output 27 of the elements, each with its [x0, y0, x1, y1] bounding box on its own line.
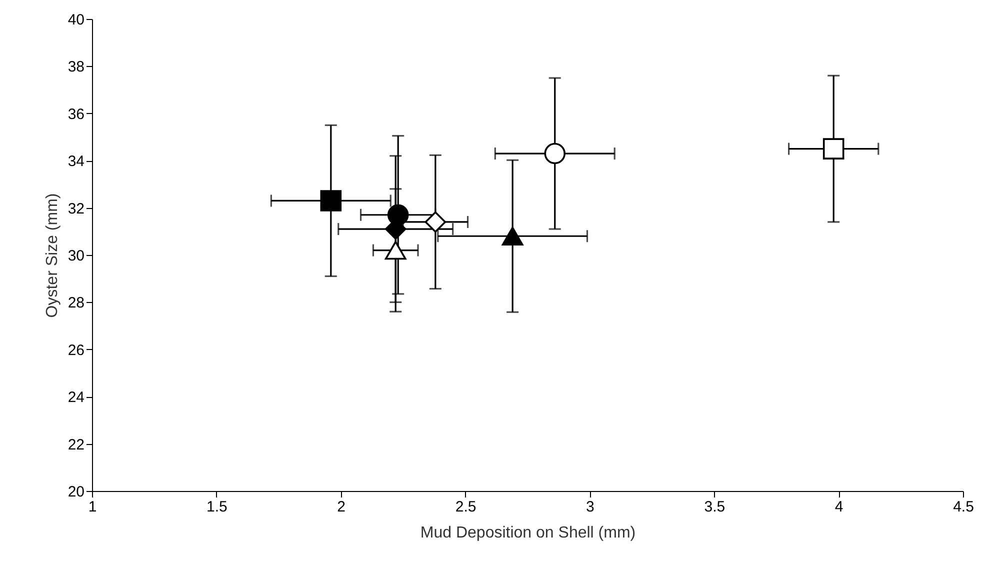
y-tick-label: 28: [68, 294, 84, 312]
point: [502, 226, 524, 246]
y-tick-label: 36: [68, 106, 84, 123]
y-tick-label: 22: [68, 436, 84, 454]
y-axis-title: Oyster Size (mm): [44, 193, 61, 318]
y-tick-label: 38: [68, 58, 84, 76]
point: [424, 211, 446, 233]
point: [822, 138, 844, 160]
y-tick-label: 34: [68, 153, 84, 170]
y-tick-label: 24: [68, 389, 84, 406]
point: [384, 240, 406, 260]
y-tick-label: 20: [68, 484, 84, 500]
point: [320, 190, 342, 212]
x-axis-title: Mud Deposition on Shell (mm): [420, 524, 636, 542]
x-tick-label: 1.5: [206, 498, 228, 516]
x-tick-label: 4: [834, 498, 844, 516]
y-tick-label: 32: [68, 200, 84, 218]
x-tick-label: 4.5: [953, 498, 974, 516]
y-tick-label: 26: [68, 342, 84, 359]
x-tick-label: 1: [88, 498, 97, 516]
y-tick-label: 40: [68, 12, 84, 28]
x-tick-label: 3.5: [704, 498, 726, 516]
x-tick-label: 2: [337, 498, 346, 516]
x-tick-label: 2.5: [455, 498, 476, 516]
x-tick-label: 3: [586, 498, 594, 516]
y-tick-label: 30: [68, 248, 84, 264]
point: [544, 142, 566, 164]
